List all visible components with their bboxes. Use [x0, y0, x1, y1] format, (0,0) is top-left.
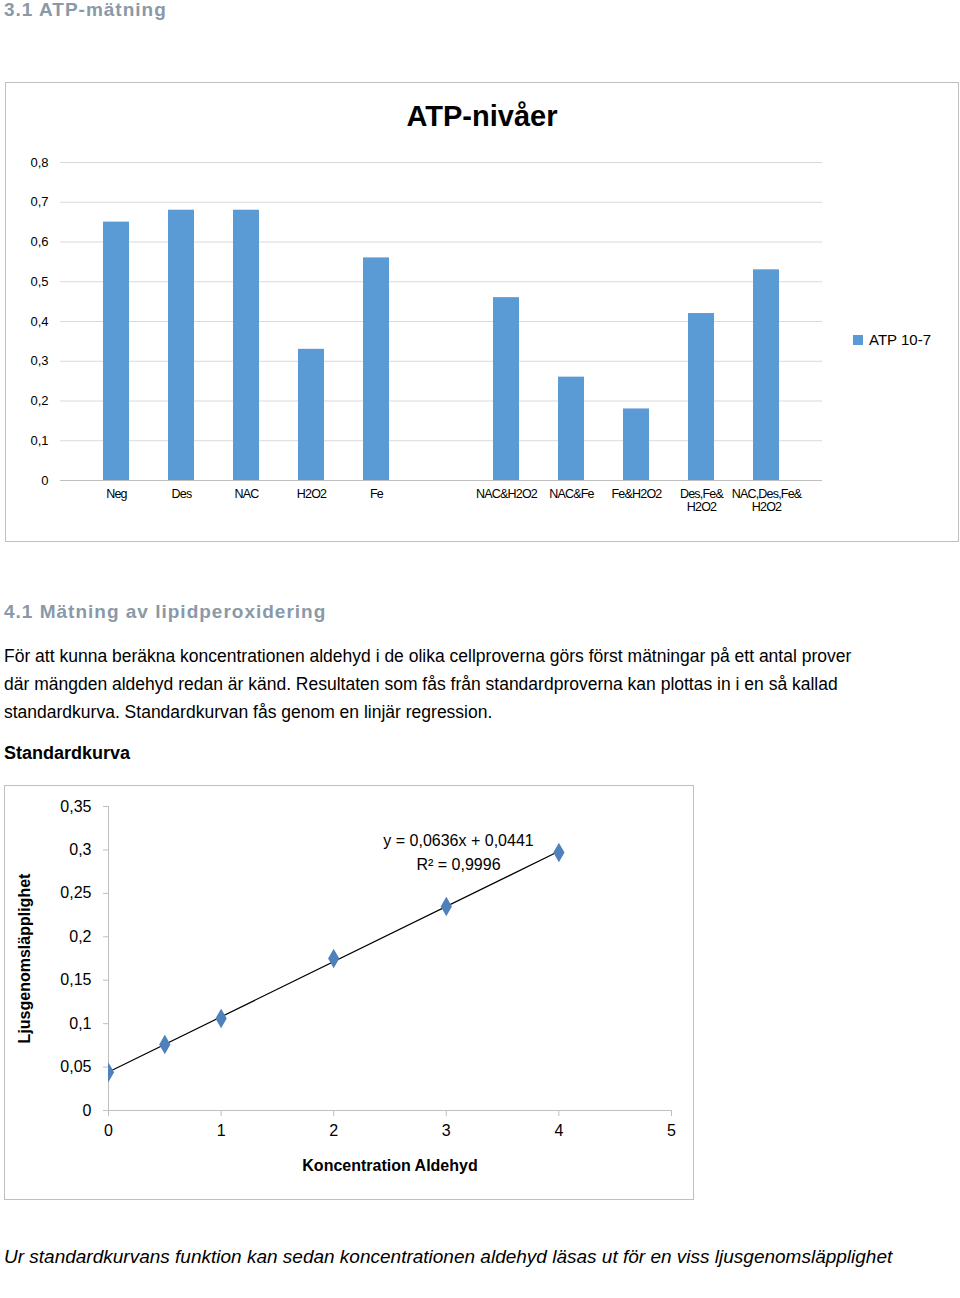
html-text:ATP-nivåer: ATP-nivåer [406, 100, 558, 132]
svg-text:0,5: 0,5 [30, 274, 48, 289]
svg-text:0,05: 0,05 [60, 1058, 91, 1075]
svg-text:0,2: 0,2 [30, 393, 48, 408]
html-text:4.1 Mätning av lipidperoxideri: 4.1 Mätning av lipidperoxidering [4, 601, 327, 622]
svg-text:H2O2: H2O2 [297, 487, 327, 501]
html-text:3.1 ATP-mätning: 3.1 ATP-mätning [4, 0, 167, 20]
svg-text:1: 1 [217, 1122, 226, 1139]
svg-text:R² = 0,9996: R² = 0,9996 [416, 856, 500, 873]
svg-text:Ljusgenomsläpplighet: Ljusgenomsläpplighet [16, 873, 33, 1043]
svg-text:NAC: NAC [235, 487, 260, 501]
svg-text:Koncentration Aldehyd: Koncentration Aldehyd [302, 1157, 477, 1174]
svg-text:0: 0 [104, 1122, 113, 1139]
svg-text:0,3: 0,3 [69, 841, 91, 858]
svg-text:Des: Des [172, 487, 192, 501]
svg-text:y = 0,0636x + 0,0441: y = 0,0636x + 0,0441 [383, 832, 533, 849]
svg-text:0,2: 0,2 [69, 928, 91, 945]
svg-text:0: 0 [83, 1102, 92, 1119]
svg-text:0,7: 0,7 [30, 194, 48, 209]
svg-text:2: 2 [329, 1122, 338, 1139]
svg-text:NAC,Des,Fe&H2O2: NAC,Des,Fe&H2O2 [732, 487, 803, 514]
svg-text:0,35: 0,35 [60, 798, 91, 815]
svg-text:0,6: 0,6 [30, 234, 48, 249]
svg-text:0,25: 0,25 [60, 884, 91, 901]
svg-text:0,1: 0,1 [30, 433, 48, 448]
html-text:ATP 10-7: ATP 10-7 [869, 331, 931, 348]
svg-text:5: 5 [667, 1122, 676, 1139]
svg-text:0,3: 0,3 [30, 353, 48, 368]
html-text:Standardkurva: Standardkurva [4, 743, 130, 763]
svg-text:0,15: 0,15 [60, 971, 91, 988]
svg-text:Des,Fe&H2O2: Des,Fe&H2O2 [680, 487, 724, 514]
svg-text:Fe: Fe [370, 487, 384, 501]
svg-text:0,4: 0,4 [30, 314, 48, 329]
svg-text:4: 4 [554, 1122, 563, 1139]
svg-text:Neg: Neg [106, 487, 127, 501]
svg-text:NAC&H2O2: NAC&H2O2 [476, 487, 538, 501]
html-text:Ur standardkurvans funktion ka: Ur standardkurvans funktion kan sedan ko… [4, 1246, 893, 1267]
svg-text:Fe&H2O2: Fe&H2O2 [612, 487, 663, 501]
svg-text:0,1: 0,1 [69, 1015, 91, 1032]
svg-text:0: 0 [41, 473, 48, 488]
svg-text:0,8: 0,8 [30, 155, 48, 170]
html-text:För att kunna beräkna koncentr: För att kunna beräkna koncentrationen al… [4, 646, 852, 722]
svg-text:3: 3 [442, 1122, 451, 1139]
svg-text:NAC&Fe: NAC&Fe [549, 487, 594, 501]
